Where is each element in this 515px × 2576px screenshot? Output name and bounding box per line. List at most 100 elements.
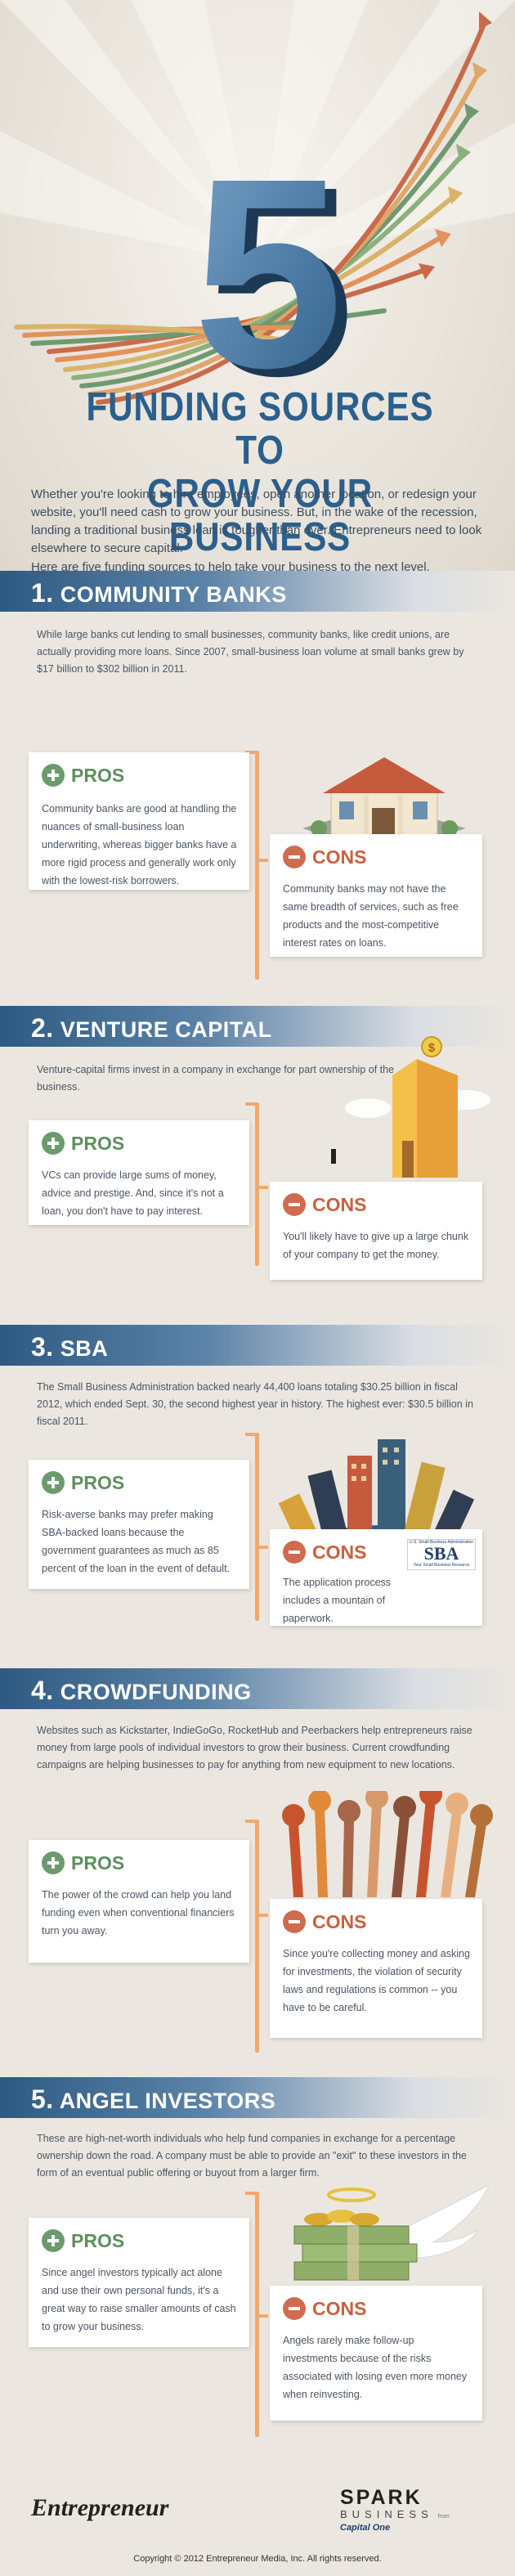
timeline-tick bbox=[257, 2314, 268, 2318]
section-number: 2. bbox=[31, 1013, 54, 1043]
pros-card: PROS Since angel investors typically act… bbox=[29, 2218, 249, 2347]
section-lead: While large banks cut lending to small b… bbox=[37, 629, 464, 675]
plus-icon bbox=[42, 1851, 65, 1874]
minus-icon bbox=[283, 1193, 306, 1216]
section-title: 2. VENTURE CAPITAL bbox=[31, 1013, 272, 1043]
section-banner-crowdfunding: 4. CROWDFUNDING bbox=[0, 1668, 515, 1709]
cons-card: CONS Since you're collecting money and a… bbox=[270, 1899, 482, 2038]
section-heading: SBA bbox=[60, 1336, 109, 1361]
svg-text:5: 5 bbox=[193, 122, 343, 424]
money-wings-illustration bbox=[293, 2185, 490, 2281]
cons-card: CONS U.S. Small Business Administration … bbox=[270, 1529, 482, 1626]
svg-text:5: 5 bbox=[204, 130, 355, 432]
skyscraper-illustration: $ bbox=[345, 1036, 490, 1178]
cons-card: CONS Angels rarely make follow-up invest… bbox=[270, 2286, 482, 2421]
cons-text: You'll likely have to give up a large ch… bbox=[283, 1231, 469, 1260]
pros-card: PROS The power of the crowd can help you… bbox=[29, 1840, 249, 1963]
timeline-tick bbox=[257, 859, 268, 862]
sba-logo-text: SBA bbox=[423, 1543, 459, 1564]
minus-icon bbox=[283, 846, 306, 868]
spark-logo-bottom-row: BUSINESS from Capital One bbox=[340, 2508, 487, 2533]
timeline-tick bbox=[257, 1546, 268, 1549]
pros-label: PROS bbox=[71, 1471, 125, 1493]
pros-label: PROS bbox=[71, 2229, 125, 2251]
pros-text: Risk-averse banks may prefer making SBA-… bbox=[42, 1509, 231, 1574]
subintro-paragraph: Here are five funding sources to help ta… bbox=[31, 560, 430, 574]
minus-icon bbox=[283, 1541, 306, 1564]
section-number: 5. bbox=[31, 2085, 54, 2114]
cons-text: The application process includes a mount… bbox=[283, 1577, 392, 1624]
timeline-line bbox=[255, 751, 259, 980]
spark-logo-bottom: BUSINESS bbox=[340, 2508, 433, 2520]
pros-label: PROS bbox=[71, 1132, 125, 1154]
section-banner-sba: 3. SBA bbox=[0, 1325, 515, 1366]
cons-text: Angels rarely make follow-up investments… bbox=[283, 2335, 468, 2400]
cons-label: CONS bbox=[312, 2297, 367, 2319]
pros-header: PROS bbox=[42, 1851, 124, 1874]
pros-header: PROS bbox=[42, 1132, 124, 1155]
entrepreneur-logo[interactable]: Entrepreneur bbox=[31, 2494, 169, 2521]
pros-card: PROS Risk-averse banks may prefer making… bbox=[29, 1460, 249, 1589]
section-title: 3. SBA bbox=[31, 1332, 108, 1362]
minus-icon bbox=[283, 2297, 306, 2320]
big-five: 5 5 5 bbox=[193, 122, 355, 432]
timeline-tick bbox=[257, 1186, 268, 1189]
intro-paragraph: Whether you're looking to hire employees… bbox=[31, 487, 482, 555]
pros-header: PROS bbox=[42, 764, 124, 787]
copyright-text: Copyright © 2012 Entrepreneur Media, Inc… bbox=[133, 2554, 382, 2564]
section-number: 3. bbox=[31, 1332, 54, 1362]
section-banner-venture-capital: 2. VENTURE CAPITAL bbox=[0, 1006, 515, 1047]
section-heading: COMMUNITY BANKS bbox=[60, 582, 287, 607]
light-rays bbox=[0, 0, 515, 262]
capital-one-logo: Capital One bbox=[340, 2523, 391, 2533]
cons-header: CONS bbox=[283, 1193, 366, 1216]
timeline-tick bbox=[245, 751, 257, 754]
section-heading: ANGEL INVESTORS bbox=[59, 2089, 276, 2113]
section-heading: VENTURE CAPITAL bbox=[60, 1017, 272, 1042]
page-title: FUNDING SOURCES TO GROW YOUR BUSINESS bbox=[63, 386, 457, 559]
section-number: 1. bbox=[31, 578, 54, 608]
pros-card: PROS Community banks are good at handlin… bbox=[29, 752, 249, 890]
section-lead: Venture-capital firms invest in a compan… bbox=[37, 1064, 395, 1093]
pros-header: PROS bbox=[42, 1471, 124, 1494]
rising-arrows bbox=[14, 22, 486, 405]
section-banner-community-banks: 1. COMMUNITY BANKS bbox=[0, 571, 515, 612]
plus-icon bbox=[42, 1132, 65, 1155]
timeline-tick bbox=[257, 1914, 268, 1917]
section-lead: Websites such as Kickstarter, IndieGoGo,… bbox=[37, 1725, 472, 1770]
businessman-icon bbox=[331, 1149, 336, 1164]
timeline-line bbox=[255, 1102, 259, 1266]
cons-card: CONS You'll likely have to give up a lar… bbox=[270, 1182, 482, 1280]
arrow-heads bbox=[419, 11, 492, 280]
sba-logo: U.S. Small Business Administration SBA Y… bbox=[407, 1539, 476, 1570]
pros-text: VCs can provide large sums of money, adv… bbox=[42, 1169, 224, 1217]
spark-logo-from: from bbox=[437, 2514, 450, 2520]
hero-illustration: 5 5 5 bbox=[0, 0, 515, 432]
timeline-tick bbox=[245, 1433, 257, 1436]
section-title: 5. ANGEL INVESTORS bbox=[31, 2085, 275, 2115]
timeline-line bbox=[255, 1433, 259, 1621]
footer: Entrepreneur SPARK BUSINESS from Capital … bbox=[0, 2462, 515, 2576]
cons-header: CONS bbox=[283, 846, 366, 868]
cons-text: Since you're collecting money and asking… bbox=[283, 1948, 470, 2013]
section-title: 1. COMMUNITY BANKS bbox=[31, 578, 287, 608]
plus-icon bbox=[42, 1471, 65, 1494]
cons-header: CONS bbox=[283, 2297, 366, 2320]
cons-label: CONS bbox=[312, 1910, 367, 1932]
svg-text:5: 5 bbox=[193, 122, 343, 424]
svg-text:$: $ bbox=[428, 1041, 436, 1055]
minus-icon bbox=[283, 1910, 306, 1933]
cons-card: CONS Community banks may not have the sa… bbox=[270, 834, 482, 957]
cons-label: CONS bbox=[312, 846, 367, 868]
spark-logo-top: SPARK bbox=[340, 2486, 423, 2509]
section-title: 4. CROWDFUNDING bbox=[31, 1676, 252, 1706]
pros-text: Community banks are good at handling the… bbox=[42, 803, 237, 886]
pros-header: PROS bbox=[42, 2229, 124, 2252]
title-line-1: FUNDING SOURCES TO bbox=[86, 385, 434, 473]
raised-hands-illustration bbox=[282, 1791, 493, 1897]
timeline-tick bbox=[245, 1820, 257, 1823]
timeline-tick bbox=[245, 1102, 257, 1106]
pros-text: Since angel investors typically act alon… bbox=[42, 2267, 236, 2332]
spark-business-logo[interactable]: SPARK BUSINESS from Capital One bbox=[340, 2486, 487, 2533]
section-lead: The Small Business Administration backed… bbox=[37, 1381, 473, 1427]
